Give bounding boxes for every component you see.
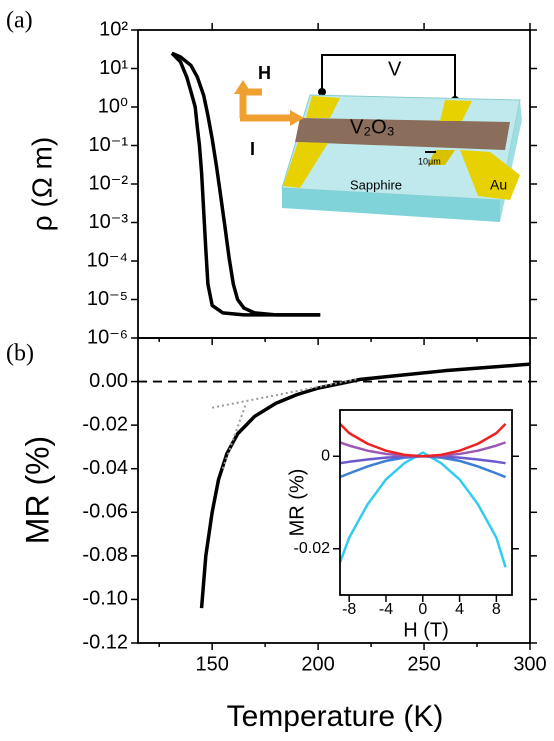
pad xyxy=(283,142,328,188)
label-film: V₂O₃ xyxy=(350,116,395,138)
y-tick-label: -0.12 xyxy=(82,631,128,653)
data-line xyxy=(170,51,321,317)
panel: -0.12 -0.10 -0.08 -0.06 -0.04 -0.02 0.00 150 200… xyxy=(82,337,547,675)
panel-label: (a) xyxy=(6,8,33,34)
data-line xyxy=(340,422,507,458)
y-tick-label: 10¹ xyxy=(99,57,128,79)
x-tick-label: -4 xyxy=(379,601,393,618)
label-v: V xyxy=(388,58,402,80)
arrow-head xyxy=(234,80,252,94)
y-tick-label: -0.10 xyxy=(82,588,128,610)
y-tick-label: -0.08 xyxy=(82,544,128,566)
label-i: I xyxy=(250,139,255,159)
label-scale: 10μm xyxy=(418,156,441,166)
x-tick-label: 150 xyxy=(195,653,228,675)
panel: -0.02 0 -8 -4 0 4 8 MR (%) H (T) xyxy=(286,409,519,641)
x-tick-label: 8 xyxy=(492,601,501,618)
panel-label: (b) xyxy=(6,341,34,367)
label-gold: Au xyxy=(490,177,507,193)
wire xyxy=(321,54,456,100)
sample-diagram: H I V V₂O₃ 10μm Sapphire Au xyxy=(234,54,522,222)
y-tick-label: -0.04 xyxy=(82,457,128,479)
pad xyxy=(306,96,340,118)
label-substrate: Sapphire xyxy=(350,177,402,192)
y-axis-title: MR (%) xyxy=(19,436,55,544)
data-line xyxy=(199,362,530,609)
x-tick-label: 300 xyxy=(513,653,546,675)
y-tick-label: 10⁻² xyxy=(89,172,129,194)
y-tick-label: 10⁻⁶ xyxy=(87,326,128,348)
y-tick-label: -0.02 xyxy=(82,413,128,435)
pad xyxy=(440,100,472,121)
x-tick-label: 200 xyxy=(301,653,334,675)
y-tick-label: 0 xyxy=(321,447,330,464)
x-tick-label: 4 xyxy=(455,601,464,618)
pad xyxy=(428,150,455,165)
y-tick-label: -0.06 xyxy=(82,501,128,523)
y-tick-label: 0.00 xyxy=(89,370,128,392)
x-tick-label: 0 xyxy=(418,601,427,618)
pad xyxy=(460,150,520,200)
y-tick-label: 10⁰ xyxy=(98,95,128,117)
plot-frame xyxy=(339,409,513,596)
x-tick-label: 250 xyxy=(407,653,440,675)
y-tick-label: 10⁻¹ xyxy=(89,134,129,156)
film xyxy=(295,118,510,150)
y-tick-label: -0.02 xyxy=(294,540,331,557)
substrate-side xyxy=(282,188,500,222)
y-tick-label: 10⁻⁴ xyxy=(87,249,128,271)
y-tick-label: 10⁻³ xyxy=(89,211,129,233)
data-line xyxy=(171,51,321,317)
label-h: H xyxy=(258,63,271,83)
data-line xyxy=(221,403,248,470)
arrow-head xyxy=(290,110,304,126)
x-axis-title: H (T) xyxy=(403,619,449,641)
y-tick-label: 10² xyxy=(99,18,128,40)
x-axis-title: Temperature (K) xyxy=(227,700,444,733)
y-tick-label: 10⁻⁵ xyxy=(87,288,128,310)
y-axis-title: ρ (Ω m) xyxy=(26,137,57,231)
x-tick-label: -8 xyxy=(342,601,356,618)
data-line xyxy=(340,451,507,568)
y-axis-title: MR (%) xyxy=(286,469,308,537)
plot-frame xyxy=(137,337,531,644)
contact xyxy=(318,88,326,96)
